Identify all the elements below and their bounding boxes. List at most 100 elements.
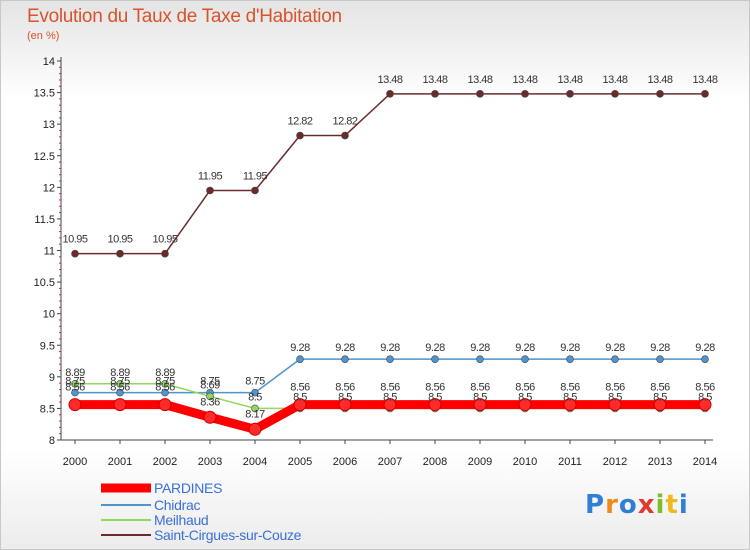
legend-label: Chidrac xyxy=(154,497,200,513)
data-point xyxy=(611,90,619,98)
y-tick-label: 11.5 xyxy=(34,214,55,226)
data-point xyxy=(386,355,394,363)
data-point xyxy=(203,410,217,424)
data-point xyxy=(656,90,664,98)
data-point xyxy=(251,388,259,397)
x-tick-label: 2009 xyxy=(468,456,492,468)
data-label: 8.5 xyxy=(473,391,487,403)
data-point xyxy=(701,90,709,98)
data-point xyxy=(248,422,262,436)
data-point xyxy=(473,398,487,412)
data-label: 8.5 xyxy=(698,391,712,403)
data-label: 8.56 xyxy=(695,382,715,394)
data-point xyxy=(71,379,79,388)
data-label: 9.28 xyxy=(605,342,625,354)
data-label: 8.5 xyxy=(563,391,577,403)
logo-letter: P xyxy=(585,490,606,520)
data-label: 13.48 xyxy=(602,74,627,86)
data-label: 9.28 xyxy=(380,342,400,354)
data-label: 8.5 xyxy=(248,391,262,403)
x-tick-label: 2007 xyxy=(378,456,402,468)
proxiti-logo: Proxiti xyxy=(585,490,689,520)
data-point xyxy=(161,388,169,397)
data-label: 8.5 xyxy=(653,391,667,403)
data-label: 10.95 xyxy=(62,234,87,246)
data-point xyxy=(161,249,169,258)
data-label: 12.82 xyxy=(332,116,357,128)
data-point xyxy=(296,131,304,140)
data-point xyxy=(341,355,349,363)
data-label: 8.89 xyxy=(65,367,85,379)
data-point xyxy=(701,355,709,363)
logo-letter: o xyxy=(618,490,638,520)
x-tick-label: 2011 xyxy=(558,456,582,468)
data-point xyxy=(296,355,304,363)
x-tick-label: 2000 xyxy=(63,456,87,468)
data-point xyxy=(116,379,124,388)
data-label: 9.28 xyxy=(515,342,535,354)
data-point xyxy=(428,398,442,412)
y-tick-label: 13.5 xyxy=(34,88,55,100)
data-label: 9.28 xyxy=(470,342,490,354)
data-point xyxy=(251,186,259,195)
data-label: 8.89 xyxy=(110,367,130,379)
data-label: 8.56 xyxy=(65,382,85,394)
logo-letter: x xyxy=(637,490,656,520)
x-tick-label: 2004 xyxy=(243,456,267,468)
y-tick-label: 13 xyxy=(43,119,55,131)
data-point xyxy=(251,404,259,413)
data-point xyxy=(698,398,712,412)
data-label: 10.95 xyxy=(152,234,177,246)
data-point xyxy=(386,90,394,98)
data-label: 8.56 xyxy=(605,382,625,394)
data-point xyxy=(71,249,79,258)
data-label: 8.5 xyxy=(383,391,397,403)
x-tick-label: 2006 xyxy=(333,456,357,468)
data-label: 8.75 xyxy=(155,376,175,388)
y-tick-label: 10 xyxy=(43,309,55,321)
data-point xyxy=(431,90,439,98)
y-tick-label: 8 xyxy=(49,435,55,447)
data-label: 13.48 xyxy=(467,74,492,86)
data-label: 13.48 xyxy=(647,74,672,86)
data-label: 8.56 xyxy=(335,382,355,394)
legend-label: PARDINES xyxy=(154,480,222,496)
data-label: 8.75 xyxy=(110,376,130,388)
data-label: 13.48 xyxy=(557,74,582,86)
data-point xyxy=(161,379,169,388)
data-point xyxy=(341,131,349,140)
y-tick-label: 12.5 xyxy=(34,151,55,163)
data-point xyxy=(521,355,529,363)
x-tick-label: 2012 xyxy=(603,456,627,468)
data-point xyxy=(653,398,667,412)
y-tick-label: 8.5 xyxy=(40,403,55,415)
legend-label: Meilhaud xyxy=(154,512,208,528)
data-label: 8.75 xyxy=(245,376,265,388)
data-point xyxy=(158,398,172,412)
data-label: 8.56 xyxy=(650,382,670,394)
data-point xyxy=(71,388,79,397)
data-point xyxy=(563,398,577,412)
x-tick-label: 2001 xyxy=(108,456,132,468)
data-point xyxy=(566,90,574,98)
y-tick-label: 9.5 xyxy=(40,340,55,352)
data-label: 10.95 xyxy=(107,234,132,246)
data-label: 8.56 xyxy=(155,382,175,394)
data-point xyxy=(476,355,484,363)
data-label: 8.56 xyxy=(380,382,400,394)
data-label: 8.56 xyxy=(515,382,535,394)
logo-letter: i xyxy=(678,490,689,520)
data-point xyxy=(518,398,532,412)
data-label: 13.48 xyxy=(692,74,717,86)
y-tick-label: 9 xyxy=(49,372,55,384)
data-label: 13.48 xyxy=(422,74,447,86)
data-label: 8.56 xyxy=(560,382,580,394)
data-label: 9.28 xyxy=(560,342,580,354)
data-label: 8.56 xyxy=(425,382,445,394)
data-point xyxy=(113,398,127,412)
x-tick-label: 2013 xyxy=(648,456,672,468)
data-label: 9.28 xyxy=(290,342,310,354)
data-label: 8.56 xyxy=(290,382,310,394)
logo-letter: i xyxy=(655,490,666,520)
